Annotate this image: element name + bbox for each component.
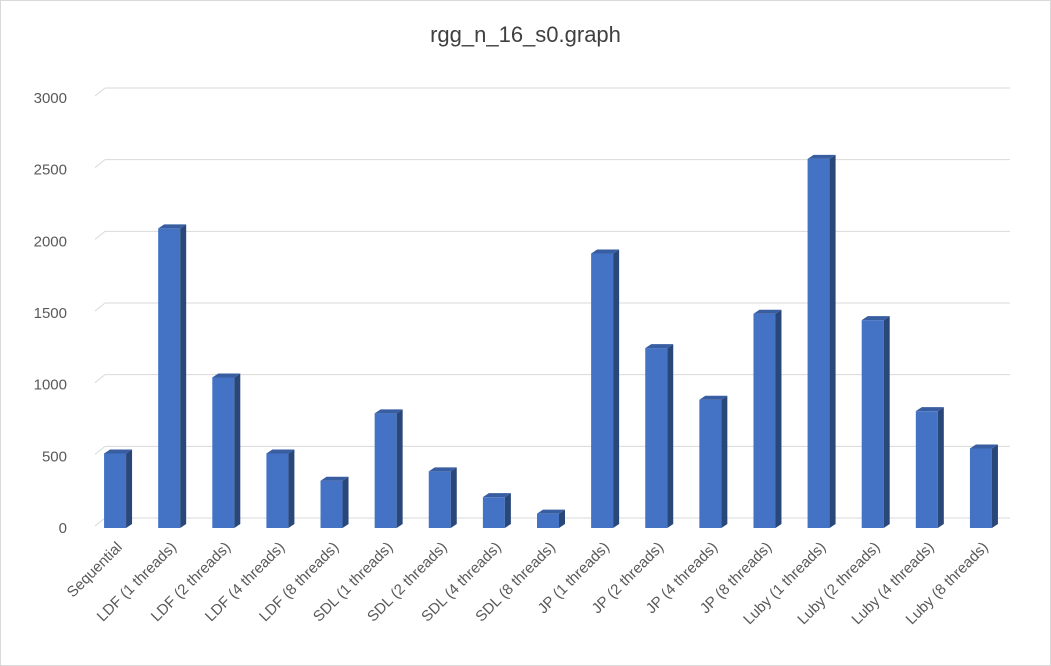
bar-top bbox=[861, 316, 890, 321]
bar-front bbox=[482, 497, 505, 528]
bar-side bbox=[396, 409, 403, 528]
bar-front bbox=[807, 158, 830, 528]
bar-side bbox=[775, 309, 782, 528]
bar-front bbox=[212, 377, 235, 528]
bars bbox=[104, 154, 998, 528]
bar-side bbox=[937, 407, 944, 528]
bar-front bbox=[158, 228, 181, 528]
gridline-diagonal bbox=[94, 87, 106, 97]
bar-top bbox=[591, 249, 620, 254]
gridline-diagonal bbox=[94, 302, 106, 312]
bar-front bbox=[753, 313, 776, 528]
y-tick-label: 2000 bbox=[34, 233, 67, 250]
bar-side bbox=[288, 449, 295, 528]
bar bbox=[645, 344, 674, 528]
bar bbox=[482, 493, 511, 528]
bar-top bbox=[915, 407, 944, 412]
bar-side bbox=[991, 444, 998, 528]
bar-top bbox=[266, 449, 295, 454]
y-tick-label: 2500 bbox=[34, 162, 67, 179]
bar-top bbox=[482, 493, 511, 498]
bar-side bbox=[180, 224, 187, 528]
bar-front bbox=[104, 453, 127, 528]
bar bbox=[266, 449, 295, 528]
bar-top bbox=[104, 449, 133, 454]
bar-front bbox=[266, 453, 289, 528]
bar-top bbox=[212, 373, 241, 378]
y-axis-ticks: 0 500 1000 1500 2000 2500 3000 bbox=[34, 90, 67, 537]
y-tick-label: 500 bbox=[42, 448, 67, 465]
chart-title: rgg_n_16_s0.graph bbox=[430, 22, 621, 47]
bar-front bbox=[591, 253, 614, 528]
bar-side bbox=[829, 154, 836, 528]
bar-front bbox=[374, 413, 397, 528]
bar-top bbox=[374, 409, 403, 414]
y-tick-label: 3000 bbox=[34, 90, 67, 107]
gridline-diagonal bbox=[94, 445, 106, 455]
gridline-diagonal bbox=[94, 374, 106, 384]
y-tick-label: 1500 bbox=[34, 305, 67, 322]
bar-side bbox=[342, 476, 349, 528]
bar-top bbox=[753, 309, 782, 314]
y-tick-label: 1000 bbox=[34, 377, 67, 394]
bar bbox=[753, 309, 782, 528]
bar-top bbox=[969, 444, 998, 449]
gridline-diagonal bbox=[94, 517, 106, 527]
bar-front bbox=[699, 399, 722, 528]
bar-side bbox=[234, 373, 241, 528]
bar-side bbox=[667, 344, 674, 528]
bar-front bbox=[428, 471, 451, 528]
bar bbox=[969, 444, 998, 528]
bar-top bbox=[158, 224, 187, 229]
bar-front bbox=[915, 411, 938, 528]
bar-top bbox=[645, 344, 674, 349]
y-tick-label: 0 bbox=[59, 520, 67, 537]
bar bbox=[699, 395, 728, 528]
bar-top bbox=[320, 476, 349, 481]
bar bbox=[428, 467, 457, 528]
bar bbox=[320, 476, 349, 528]
bar-side bbox=[504, 493, 511, 528]
bar bbox=[861, 316, 890, 528]
bar bbox=[212, 373, 241, 528]
bar-side bbox=[559, 509, 565, 528]
bar-front bbox=[969, 448, 992, 528]
bar-side bbox=[613, 249, 620, 528]
bar bbox=[537, 509, 565, 528]
bar-front bbox=[537, 513, 559, 528]
bar bbox=[915, 407, 944, 528]
bar bbox=[591, 249, 620, 528]
bar bbox=[374, 409, 403, 528]
bar-side bbox=[126, 449, 133, 528]
bar-front bbox=[861, 320, 884, 528]
bar-front bbox=[645, 348, 668, 528]
bar-top bbox=[807, 154, 836, 159]
bar bbox=[158, 224, 187, 528]
bar-side bbox=[721, 395, 728, 528]
bar bbox=[807, 154, 836, 528]
bar-top bbox=[537, 509, 565, 514]
bar-side bbox=[883, 316, 890, 528]
bar-top bbox=[428, 467, 457, 472]
bar-side bbox=[450, 467, 457, 528]
bar-front bbox=[320, 480, 343, 528]
gridline-diagonal bbox=[94, 230, 106, 240]
bar bbox=[104, 449, 133, 528]
bar-top bbox=[699, 395, 728, 400]
gridline-diagonal bbox=[94, 159, 106, 169]
